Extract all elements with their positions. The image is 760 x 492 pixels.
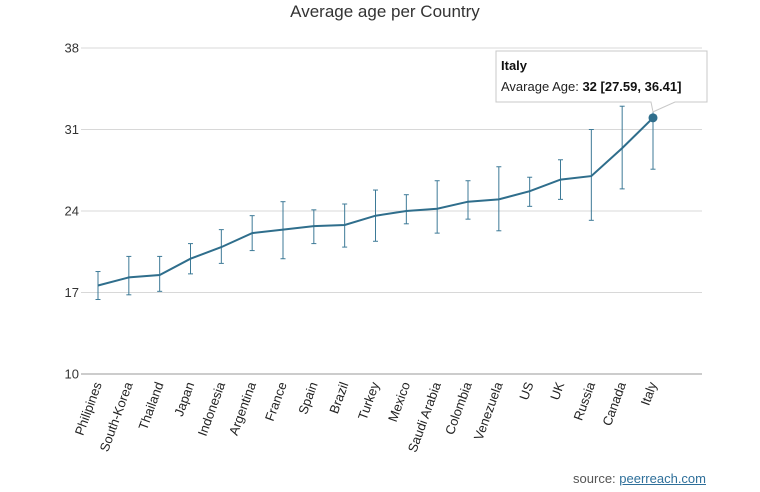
x-tick-label: Colombia [442, 379, 475, 436]
x-tick-label: Thailand [135, 380, 166, 432]
chart-title: Average age per Country [290, 2, 480, 21]
y-tick-label: 10 [65, 367, 79, 382]
tooltip-label: Avarage Age: [501, 79, 582, 94]
x-tick-label: US [516, 380, 536, 402]
x-tick-label: Mexico [385, 380, 413, 424]
x-tick-label: Brazil [326, 380, 351, 416]
y-tick-label: 17 [65, 285, 79, 300]
tooltip-line: Avarage Age: 32 [27.59, 36.41] [501, 79, 681, 94]
data-point-highlight [648, 113, 658, 123]
y-tick-label: 31 [65, 122, 79, 137]
source-prefix: source: [573, 471, 620, 486]
x-tick-label: Philipines [72, 379, 105, 437]
source-link[interactable]: peerreach.com [619, 471, 706, 486]
x-tick-label: Venezuela [471, 379, 506, 442]
tooltip-box [495, 50, 708, 113]
x-tick-label: Argentina [226, 379, 259, 437]
x-tick-label: Italy [638, 379, 660, 407]
gridlines [81, 47, 702, 375]
tooltip-title: Italy [501, 58, 528, 73]
x-tick-label: Japan [171, 380, 197, 418]
x-tick-label: Turkey [355, 379, 383, 421]
x-tick-label: Canada [599, 379, 629, 428]
y-tick-label: 24 [65, 204, 79, 219]
series-line [97, 117, 654, 287]
data-points [648, 113, 658, 123]
tooltip-value: 32 [27.59, 36.41] [582, 79, 681, 94]
x-tick-label: UK [547, 380, 567, 402]
y-axis-ticks: 10 17 24 31 38 [65, 41, 79, 382]
x-tick-label: Spain [295, 380, 320, 416]
x-tick-label: Indonesia [195, 379, 229, 438]
y-tick-label: 38 [65, 41, 79, 56]
average-age-chart: Average age per Country 10 17 24 31 38 Phili… [65, 2, 708, 454]
series-line-group [97, 117, 654, 287]
tooltip: Italy Avarage Age: 32 [27.59, 36.41] [495, 50, 708, 113]
x-tick-label: Russia [570, 379, 598, 422]
source-credit: source: peerreach.com [573, 471, 706, 486]
x-tick-label: France [262, 380, 290, 423]
